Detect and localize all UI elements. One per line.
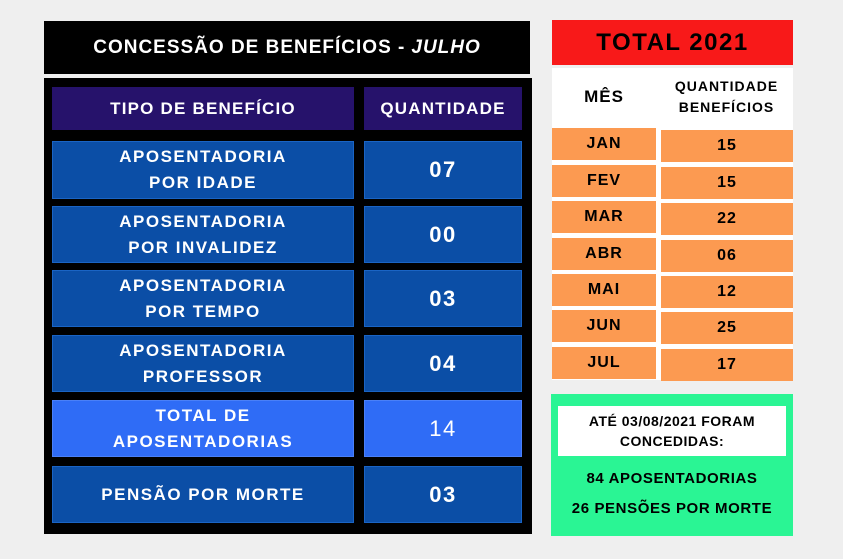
row-label-line1: APOSENTADORIA (119, 147, 287, 166)
summary-pensions: 26 PENSÕES POR MORTE (551, 496, 793, 520)
row-label-line1: APOSENTADORIA (119, 211, 287, 231)
yearly-total-title: TOTAL 2021 (552, 20, 793, 65)
header-benefit-type: TIPO DE BENEFÍCIO (52, 87, 354, 130)
header-benefit-count: QUANTIDADE BENEFÍCIOS (660, 70, 793, 124)
month-qty-cell: 17 (661, 349, 793, 381)
table-row-qty: 07 (364, 141, 522, 199)
row-label-line1: APOSENTADORIA (119, 340, 287, 360)
header-benefit-type-label: TIPO DE BENEFÍCIO (110, 98, 296, 118)
row-label-line2: POR INVALIDEZ (128, 237, 278, 257)
row-qty-value: 04 (429, 350, 457, 376)
summary-retirements: 84 APOSENTADORIAS (551, 466, 793, 490)
month-qty-cell: 06 (661, 240, 793, 272)
row-label-line2: APOSENTADORIAS (112, 431, 294, 451)
table-row-qty: 03 (364, 466, 522, 523)
row-qty-value: 03 (429, 285, 457, 311)
row-qty-value: 00 (429, 221, 457, 247)
left-title: CONCESSÃO DE BENEFÍCIOS - JULHO (44, 21, 530, 74)
month-qty-cell: 15 (661, 167, 793, 199)
row-label-line1: APOSENTADORIA (119, 275, 287, 295)
left-title-month: JULHO (411, 36, 481, 58)
summary-pensions-text: 26 PENSÕES POR MORTE (571, 499, 773, 517)
row-label-line2: POR TEMPO (145, 301, 261, 321)
month-cell: FEV (552, 165, 656, 197)
row-label-line2: POR IDADE (149, 173, 257, 192)
month-cell: JAN (552, 128, 656, 160)
table-row-qty: 04 (364, 335, 522, 392)
month-qty-cell: 12 (661, 276, 793, 308)
header-quantity: QUANTIDADE (364, 87, 522, 130)
summary-header: ATÉ 03/08/2021 FORAM CONCEDIDAS: (558, 406, 786, 456)
header-benefit-count-line1: QUANTIDADE (674, 78, 779, 94)
row-qty-value: 14 (429, 415, 457, 441)
summary-retirements-text: 84 APOSENTADORIAS (586, 469, 758, 487)
table-row-label: PENSÃO POR MORTE (52, 466, 354, 523)
row-label-line1: PENSÃO POR MORTE (101, 484, 305, 504)
header-month-label: MÊS (584, 87, 624, 106)
month-qty-cell: 25 (661, 312, 793, 344)
header-benefit-count-line2: BENEFÍCIOS (678, 99, 775, 115)
row-label-line1: TOTAL DE (155, 405, 251, 425)
yearly-total-title-text: TOTAL 2021 (596, 28, 749, 56)
month-qty-cell: 15 (661, 130, 793, 162)
total-row-qty: 14 (364, 400, 522, 457)
header-quantity-label: QUANTIDADE (380, 98, 506, 118)
row-qty-value: 03 (429, 481, 457, 507)
row-label-line2: PROFESSOR (142, 366, 264, 386)
summary-line2: CONCEDIDAS: (619, 433, 725, 449)
month-cell: JUN (552, 310, 656, 342)
total-row-label: TOTAL DE APOSENTADORIAS (52, 400, 354, 457)
month-qty-cell: 22 (661, 203, 793, 235)
left-title-text: CONCESSÃO DE BENEFÍCIOS - (93, 36, 406, 58)
table-row-label: APOSENTADORIA POR INVALIDEZ (52, 206, 354, 263)
month-cell: ABR (552, 238, 656, 270)
month-cell: MAR (552, 201, 656, 233)
table-row-qty: 00 (364, 206, 522, 263)
row-qty-value: 07 (429, 157, 457, 182)
table-row-label: APOSENTADORIA POR IDADE (52, 141, 354, 199)
table-row-qty: 03 (364, 270, 522, 327)
month-cell: JUL (552, 347, 656, 379)
table-row-label: APOSENTADORIA PROFESSOR (52, 335, 354, 392)
month-cell: MAI (552, 274, 656, 306)
table-row-label: APOSENTADORIA POR TEMPO (52, 270, 354, 327)
summary-line1: ATÉ 03/08/2021 FORAM (588, 413, 756, 429)
header-month: MÊS (552, 70, 656, 124)
